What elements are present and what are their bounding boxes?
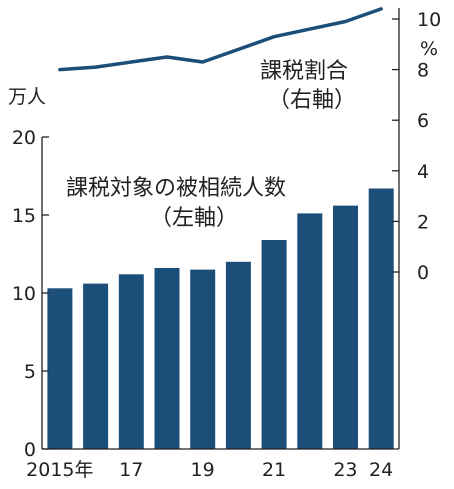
- right-tick-label-10: 10: [417, 9, 441, 31]
- right-tick-label-8: 8: [417, 60, 429, 82]
- right-tick-label-6: 6: [417, 110, 429, 132]
- left-tick-label-10: 10: [12, 283, 36, 305]
- x-tick-label-2021: 21: [262, 459, 286, 481]
- line-series-label: 課税割合: [260, 59, 348, 84]
- bar-2018: [154, 268, 180, 449]
- bar-2019: [190, 269, 216, 449]
- bar-2021: [261, 240, 287, 449]
- left-tick-label-0: 0: [24, 439, 36, 461]
- x-tick-label-2017: 17: [119, 459, 143, 481]
- x-tick-label-2015: 2015年: [26, 459, 93, 481]
- left-tick-label-5: 5: [24, 361, 36, 383]
- bar-2022: [297, 213, 323, 449]
- left-tick-label-15: 15: [12, 205, 36, 227]
- bar-series-axis-note: （左軸）: [150, 206, 238, 231]
- bar-2016: [83, 283, 109, 449]
- bar-2023: [333, 205, 358, 449]
- labels: 万人% 課税対象の被相続人数 （左軸） 課税割合 （右軸）: [8, 38, 438, 231]
- bar-2015: [47, 288, 73, 449]
- line-series-axis-note: （右軸）: [268, 88, 356, 113]
- right-axis-unit: %: [420, 38, 438, 60]
- x-tick-label-2019: 19: [191, 459, 215, 481]
- right-tick-label-2: 2: [417, 211, 429, 233]
- bar-2017: [118, 274, 144, 449]
- bar-2020: [225, 261, 251, 449]
- bar-series: [47, 188, 394, 449]
- left-axis-unit: 万人: [8, 86, 46, 108]
- x-tick-label-2023: 23: [333, 459, 357, 481]
- bar-2024: [368, 188, 394, 449]
- line-ratio: [58, 7, 383, 72]
- bar-series-label: 課税対象の被相続人数: [66, 176, 286, 201]
- right-tick-label-4: 4: [417, 161, 429, 183]
- left-tick-label-20: 20: [12, 127, 36, 149]
- line-series: [58, 7, 383, 72]
- x-tick-label-2024: 24: [369, 459, 393, 481]
- right-tick-label-0: 0: [417, 262, 429, 284]
